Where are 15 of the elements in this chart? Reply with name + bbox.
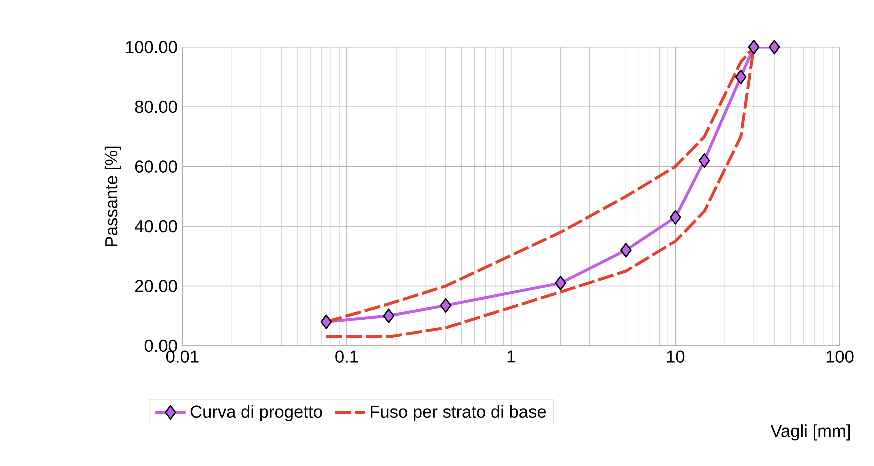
x-tick-label: 0.1 bbox=[336, 350, 358, 363]
x-tick-label: 1 bbox=[508, 350, 516, 363]
y-axis-title: Passante [%] bbox=[104, 146, 122, 246]
y-tick-label: 100.00 bbox=[126, 41, 178, 54]
legend-label: Fuso per strato di base bbox=[371, 405, 546, 422]
y-tick-label: 20.00 bbox=[135, 280, 178, 292]
x-tick-label: 0.01 bbox=[166, 350, 199, 363]
y-tick-label: 0.00 bbox=[144, 340, 178, 352]
y-tick-label: 60.00 bbox=[135, 160, 178, 173]
x-tick-label: 100 bbox=[826, 350, 854, 363]
legend-label: Curva di progetto bbox=[190, 405, 322, 422]
y-tick-label: 80.00 bbox=[135, 100, 178, 114]
x-tick-label: 10 bbox=[667, 350, 685, 363]
x-axis-title: Vagli [mm] bbox=[770, 424, 850, 441]
y-tick-label: 40.00 bbox=[134, 220, 178, 233]
